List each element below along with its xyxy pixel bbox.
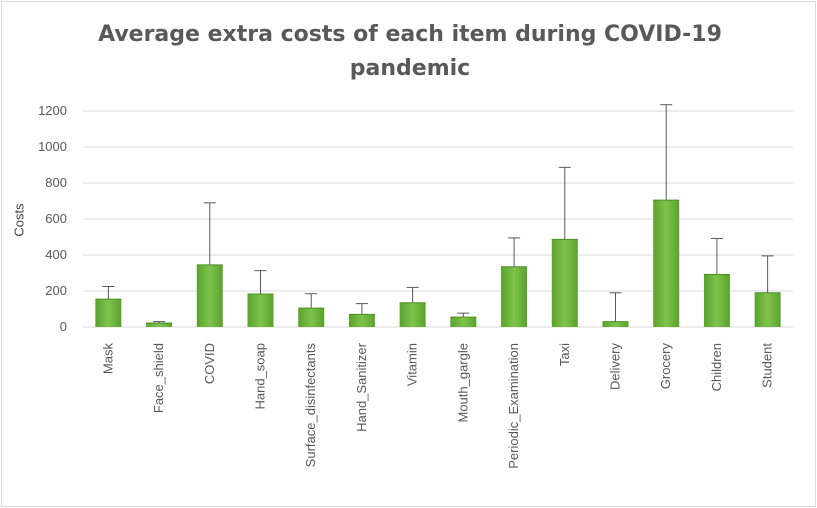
error-bars (102, 104, 774, 324)
bar-COVID (196, 264, 223, 327)
grid-lines (83, 110, 793, 328)
y-tick-label-400: 400 (45, 247, 67, 262)
x-tick-label-Hand_Sanitizer: Hand_Sanitizer (354, 342, 369, 432)
bar-Periodic_Examination (501, 266, 528, 327)
bar-Children (703, 274, 730, 327)
x-tick-label-Taxi: Taxi (557, 343, 572, 366)
x-tick-label-Grocery: Grocery (658, 343, 673, 390)
chart-title: Average extra costs of each item during … (98, 22, 722, 81)
bar-Taxi (551, 239, 578, 327)
x-tick-label-Vitamin: Vitamin (405, 343, 420, 386)
y-axis-ticks: 0 200 400 600 800 1000 1200 (38, 103, 67, 334)
x-tick-label-COVID: COVID (202, 343, 217, 384)
bar-Hand_soap (247, 294, 274, 327)
bar-Vitamin (399, 302, 426, 327)
y-tick-label-1000: 1000 (38, 139, 67, 154)
bar-Student (754, 292, 781, 327)
x-axis-ticks: Mask Face_shield COVID Hand_soap Surface_dis… (100, 342, 774, 468)
bar-Mask (95, 299, 122, 327)
bar-Delivery (602, 321, 629, 327)
y-tick-label-0: 0 (60, 319, 67, 334)
x-tick-label-Periodic_Examination: Periodic_Examination (506, 343, 521, 469)
y-tick-label-1200: 1200 (38, 103, 67, 118)
bar-Grocery (653, 200, 680, 327)
y-tick-label-800: 800 (45, 175, 67, 190)
bars (95, 199, 781, 327)
x-tick-label-Hand_soap: Hand_soap (253, 343, 268, 410)
y-tick-label-600: 600 (45, 211, 67, 226)
x-tick-label-Student: Student (760, 343, 775, 388)
x-tick-label-Mask: Mask (100, 343, 115, 375)
x-tick-label-Mouth_gargle: Mouth_gargle (455, 343, 470, 423)
bar-Surface_disinfectants (298, 308, 325, 327)
bar-Mouth_gargle (450, 317, 477, 327)
bar-Face_shield (146, 323, 173, 327)
y-tick-label-200: 200 (45, 283, 67, 298)
x-tick-label-Children: Children (709, 343, 724, 391)
x-tick-label-Face_shield: Face_shield (151, 343, 166, 413)
x-tick-label-Delivery: Delivery (608, 343, 623, 390)
x-tick-label-Surface_disinfectants: Surface_disinfectants (303, 343, 318, 468)
bar-Hand_Sanitizer (348, 314, 375, 327)
